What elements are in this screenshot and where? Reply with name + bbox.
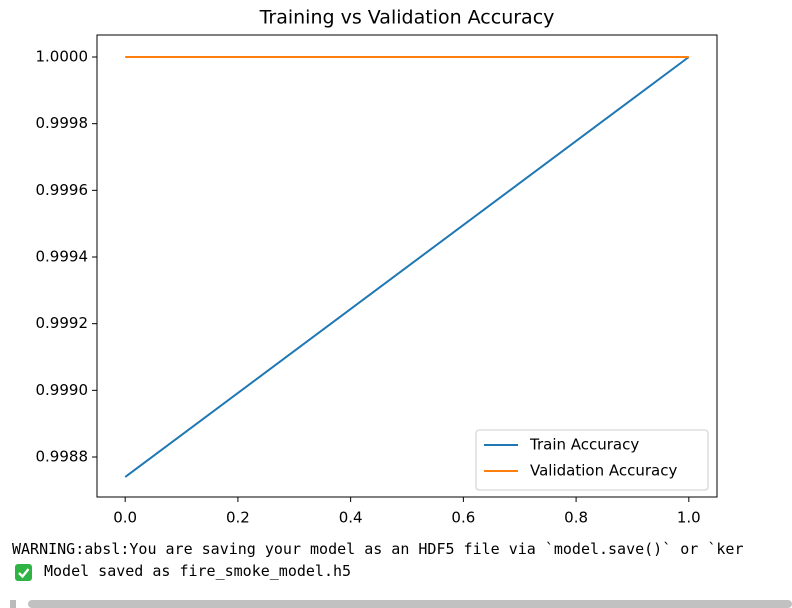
scrollbar-thumb[interactable]: [28, 600, 792, 608]
chart: Training vs Validation Accuracy 0.9988 0.…: [36, 7, 718, 527]
y-tick-label: 0.9992: [36, 314, 89, 332]
legend-label: Train Accuracy: [529, 436, 639, 454]
x-tick-label: 0.0: [113, 509, 137, 527]
check-icon: [15, 564, 32, 581]
legend-box: [475, 429, 709, 491]
y-tick-label: 1.0000: [36, 48, 89, 66]
y-tick-label: 0.9990: [36, 381, 89, 399]
console-warning: WARNING:absl:You are saving your model a…: [12, 540, 744, 558]
x-tick-label: 0.2: [226, 509, 250, 527]
x-tick-label: 0.8: [564, 509, 588, 527]
y-tick-label: 0.9996: [36, 181, 89, 199]
series-line: [124, 56, 690, 478]
x-tick-label: 0.6: [451, 509, 475, 527]
legend-label: Validation Accuracy: [530, 462, 677, 480]
console-message: Model saved as fire_smoke_model.h5: [44, 562, 352, 580]
y-tick-label: 0.9994: [36, 248, 89, 266]
x-tick-label: 0.4: [339, 509, 363, 527]
chart-title: Training vs Validation Accuracy: [259, 7, 555, 29]
scroll-arrow[interactable]: [10, 600, 16, 608]
y-tick-label: 0.9998: [36, 114, 89, 132]
plot-frame: [96, 34, 718, 498]
y-tick-label: 0.9988: [36, 448, 89, 466]
x-tick-label: 1.0: [677, 509, 701, 527]
